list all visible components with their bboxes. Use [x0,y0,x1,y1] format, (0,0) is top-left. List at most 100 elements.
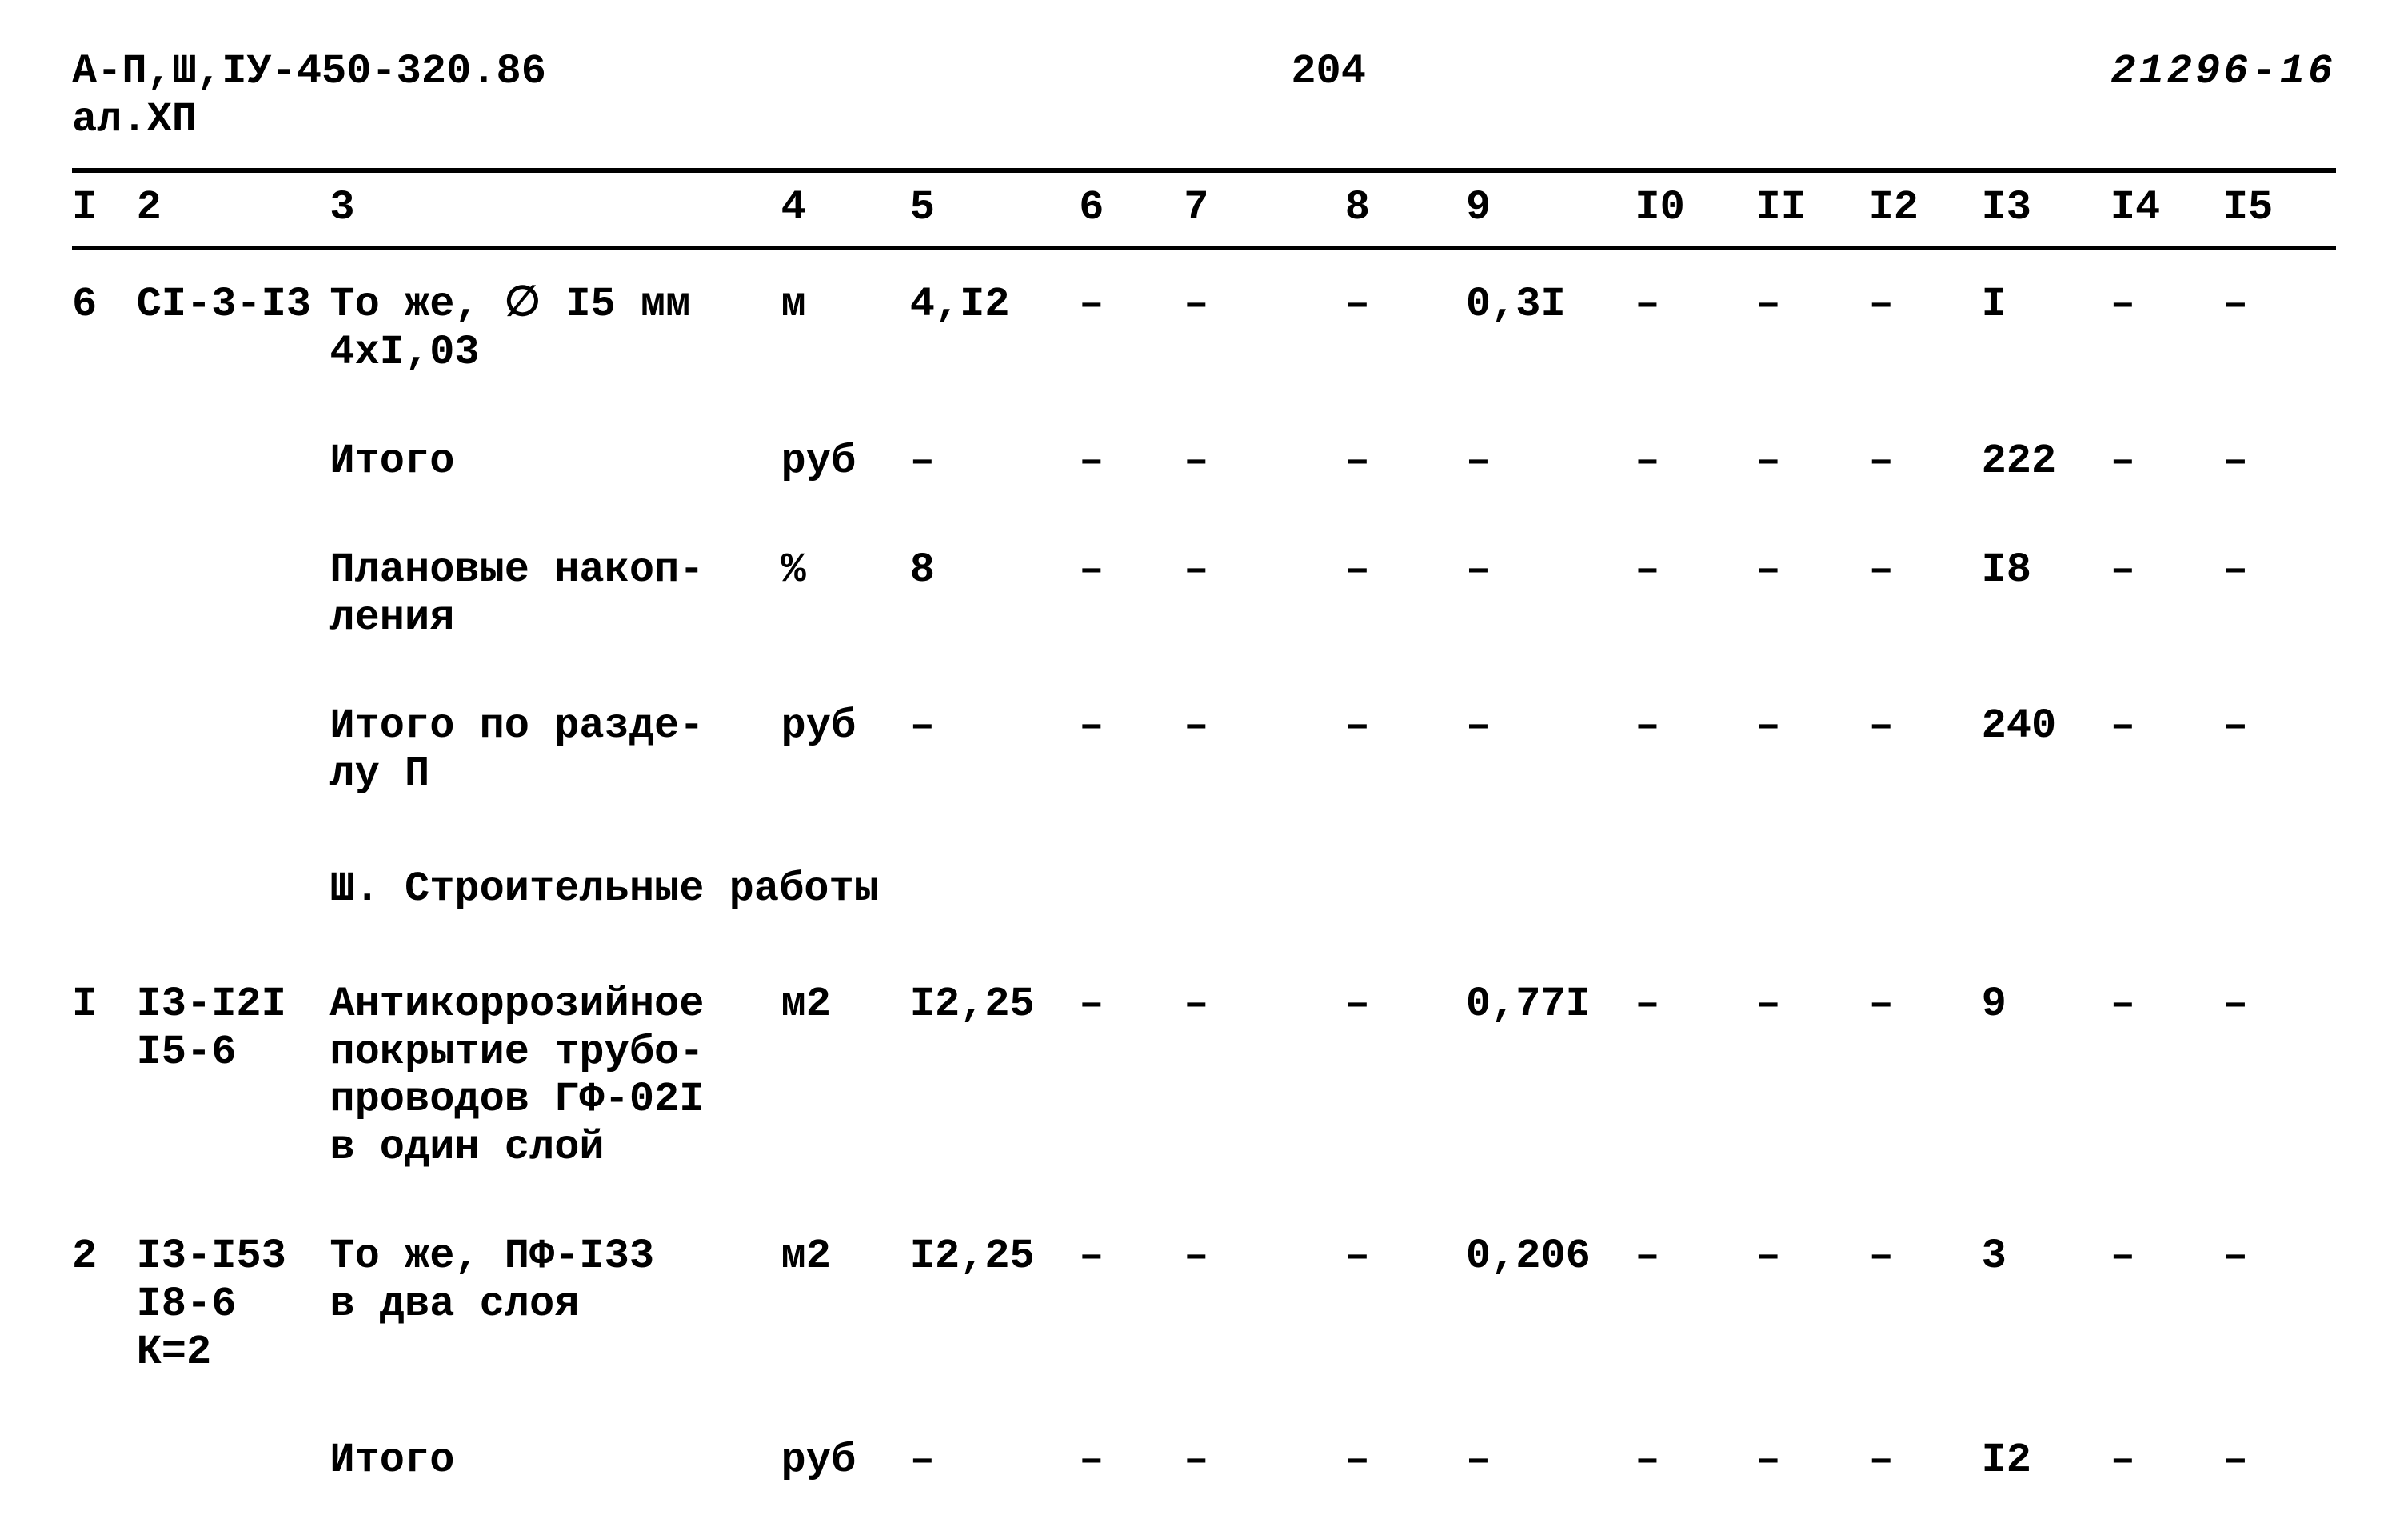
cell: I [1982,248,2110,407]
table-row: Плановые накоп- ления % 8 – – – – – – – … [72,516,2336,673]
col-header: 2 [137,170,330,249]
cell [137,407,330,516]
col-header: I0 [1635,170,1755,249]
cell: – [1345,1406,1466,1515]
cell: – [1869,1202,1982,1406]
cell-description: Итого [329,1406,781,1515]
cell: – [1079,248,1184,407]
cell: м2 [781,950,910,1202]
cell: – [1756,407,1869,516]
cell: – [1466,407,1635,516]
cell: 6 [72,248,137,407]
cell: – [1184,407,1344,516]
cell: – [2110,407,2223,516]
cell: 2 [72,1202,137,1406]
cell: руб [781,672,910,829]
cell-description: Итого [329,407,781,516]
header-left-code: А-П,Ш,IУ-450-320.86 ал.ХП [72,48,546,144]
cell: 222 [1982,407,2110,516]
cell: – [1184,516,1344,673]
cell: – [1869,1406,1982,1515]
cell: – [1756,248,1869,407]
cell [137,672,330,829]
col-header: 6 [1079,170,1184,249]
cell: 240 [1982,672,2110,829]
cell: – [1466,516,1635,673]
cell: – [1466,672,1635,829]
cell [72,516,137,673]
cell: I3-I53 I8-6 К=2 [137,1202,330,1406]
cell: I3-I2I I5-6 [137,950,330,1202]
table-row: 2 I3-I53 I8-6 К=2 То же, ПФ-I33 в два сл… [72,1202,2336,1406]
cell: I8 [1982,516,2110,673]
cell: – [1756,1202,1869,1406]
cell: – [1466,1406,1635,1515]
cell [72,672,137,829]
cell [72,407,137,516]
cell: – [1345,950,1466,1202]
cell: – [1184,1202,1344,1406]
cell: – [2110,1406,2223,1515]
cell: – [1079,672,1184,829]
table-row: Итого руб – – – – – – – – I2 – – [72,1406,2336,1515]
cell: – [1345,672,1466,829]
cell: – [1869,407,1982,516]
cell-description: То же, ПФ-I33 в два слоя [329,1202,781,1406]
cell: – [1869,248,1982,407]
cell [137,1406,330,1515]
cell-description: Итого по разде- лу П [329,672,781,829]
cell-description: Плановые накоп- ления [329,516,781,673]
cell: – [1635,407,1755,516]
cell: – [1345,407,1466,516]
table-row: I I3-I2I I5-6 Антикоррозийное покрытие т… [72,950,2336,1202]
cell: % [781,516,910,673]
cell: – [910,407,1080,516]
cell [72,1406,137,1515]
cell: – [1635,1202,1755,1406]
cell: – [2223,248,2336,407]
cell: – [2110,248,2223,407]
cell: I2 [1982,1406,2110,1515]
cell: – [1345,248,1466,407]
cell: СI-3-I3 [137,248,330,407]
cell: – [1079,407,1184,516]
cell: руб [781,1406,910,1515]
cell: – [1869,672,1982,829]
cell [137,829,330,950]
cell: I2,25 [910,950,1080,1202]
cell: – [1635,248,1755,407]
table-header-row: I 2 3 4 5 6 7 8 9 I0 II I2 I3 I4 I5 [72,170,2336,249]
col-header: 9 [1466,170,1635,249]
cell: – [1184,248,1344,407]
section-title: Ш. Строительные работы [329,829,2336,950]
page-number: 204 [1291,48,1366,96]
cell: – [2223,1406,2336,1515]
cell-description: Антикоррозийное покрытие трубо- проводов… [329,950,781,1202]
cell: 3 [1982,1202,2110,1406]
cell: – [2110,950,2223,1202]
cell: – [1756,672,1869,829]
cell: – [2223,1202,2336,1406]
cell: – [1184,1406,1344,1515]
cell: 0,3I [1466,248,1635,407]
document-page: А-П,Ш,IУ-450-320.86 ал.ХП 204 21296-16 I… [0,0,2408,1512]
table-row: Итого по разде- лу П руб – – – – – – – –… [72,672,2336,829]
cell [137,516,330,673]
cell: – [1079,1406,1184,1515]
cell: I2,25 [910,1202,1080,1406]
cell-description: То же, ∅ I5 мм 4хI,03 [329,248,781,407]
cell: – [910,1406,1080,1515]
cell: I [72,950,137,1202]
cell: 0,206 [1466,1202,1635,1406]
cell: – [1635,1406,1755,1515]
cell: – [2223,516,2336,673]
col-header: 4 [781,170,910,249]
cell: – [1635,672,1755,829]
cell: – [1635,950,1755,1202]
cell: – [1869,950,1982,1202]
cell: – [2110,1202,2223,1406]
header-right-code: 21296-16 [2110,48,2336,96]
estimate-table: I 2 3 4 5 6 7 8 9 I0 II I2 I3 I4 I5 6 СI… [72,168,2336,1515]
cell: м2 [781,1202,910,1406]
section-heading-row: Ш. Строительные работы [72,829,2336,950]
